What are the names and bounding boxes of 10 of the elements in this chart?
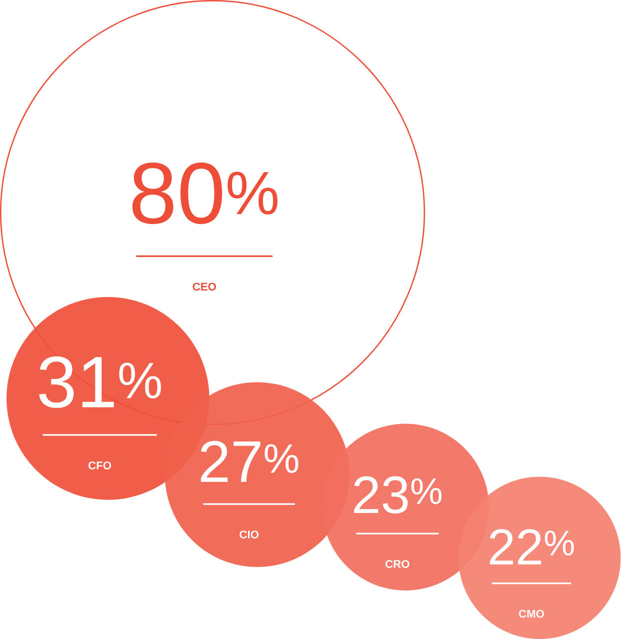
category-label: CEO	[192, 282, 216, 291]
data-label: 80$^{%}$	[132, 162, 278, 224]
category-label: CIO	[240, 530, 259, 538]
data-label: 31$^{%}$	[39, 356, 162, 408]
category-label: CRO	[386, 560, 410, 568]
data-label: 23$^{%}$	[354, 476, 442, 514]
category-label: CMO	[519, 610, 544, 618]
data-label: 22$^{%}$	[490, 529, 574, 564]
data-label: 27$^{%}$	[201, 440, 298, 482]
category-label: CFO	[88, 462, 112, 470]
